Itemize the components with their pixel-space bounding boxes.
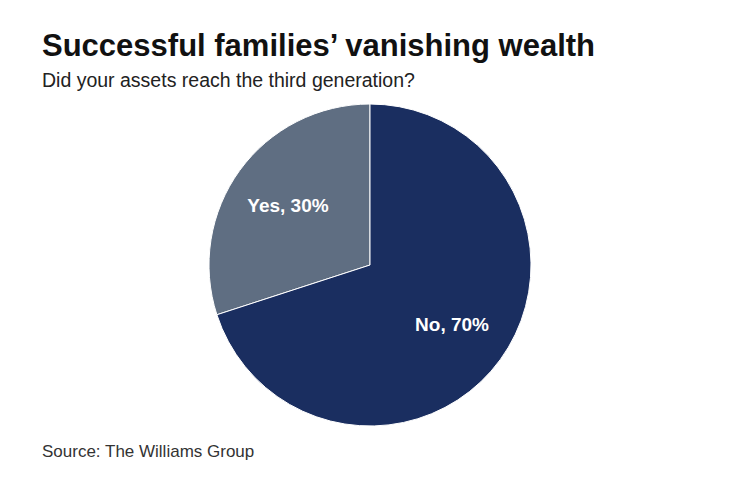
source: Source: The Williams Group (42, 442, 254, 461)
chart: Successful families’ vanishing wealth Did… (0, 0, 740, 482)
pie: YesNo (209, 104, 531, 426)
data-label: No, 70% (415, 314, 489, 335)
data-label: Yes, 30% (247, 195, 328, 216)
subtitle: Did your assets reach the third generati… (42, 69, 415, 91)
slice: No (217, 104, 531, 426)
title: Successful families’ vanishing wealth (42, 28, 595, 63)
